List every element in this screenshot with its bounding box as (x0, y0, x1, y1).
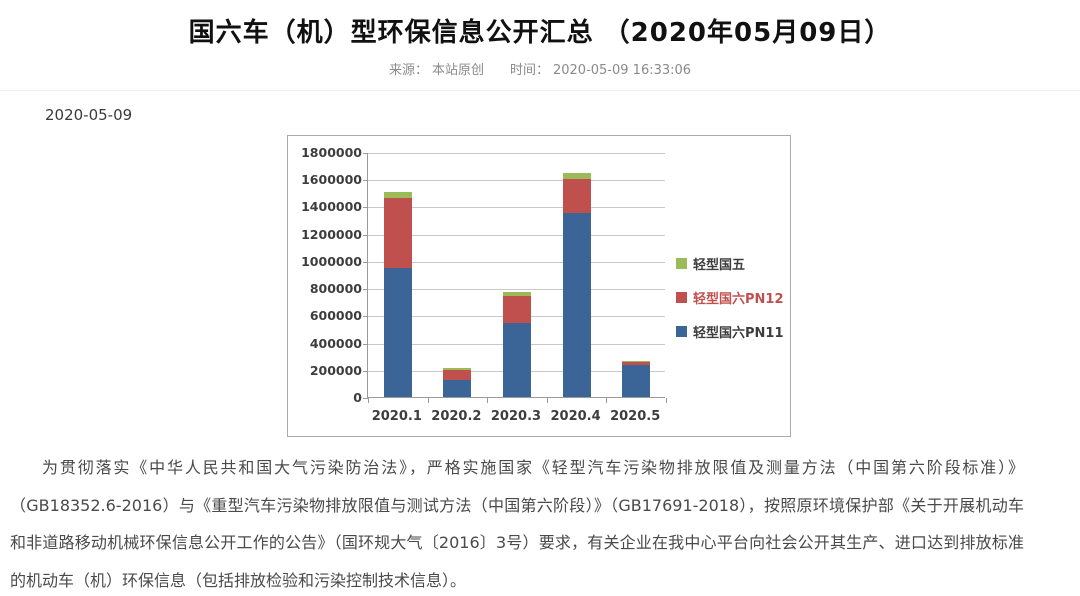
bar-segment (562, 172, 591, 180)
bar-segment (383, 267, 412, 397)
gridline (368, 207, 665, 209)
x-axis-tick (666, 398, 667, 403)
bar-segment (383, 192, 412, 199)
header-divider (0, 90, 1080, 91)
y-axis-tick (363, 234, 368, 236)
bar-segment (443, 380, 472, 397)
bar-segment (562, 179, 591, 213)
x-axis-label: 2020.3 (490, 409, 542, 424)
bar-segment (503, 322, 531, 397)
time-value: 2020-05-09 16:33:06 (552, 63, 692, 78)
bar-stack-2020.2 (443, 152, 472, 397)
y-axis-label: 200000 (309, 362, 362, 378)
bar-segment (443, 368, 472, 371)
x-axis-label: 2020.1 (371, 409, 422, 424)
legend-item: 轻型国六PN12 (676, 280, 784, 314)
bar-segment (622, 361, 651, 366)
bar-segment (443, 370, 472, 380)
x-axis-tick (427, 398, 429, 403)
legend-swatch-icon (676, 257, 687, 269)
legend-label: 轻型国六PN12 (693, 291, 784, 307)
time-label: 时间： (509, 63, 549, 78)
bar-stack-2020.5 (622, 152, 651, 397)
body-paragraph: 为贯彻落实《中华人民共和国大气污染防治法》，严格实施国家《轻型汽车污染物排放限值… (10, 458, 1024, 590)
y-axis-label: 1600000 (301, 172, 362, 188)
y-axis-tick (363, 153, 368, 154)
y-axis-tick (363, 343, 368, 345)
gridline (368, 180, 665, 182)
source-value: 本站原创 (431, 63, 484, 78)
legend-swatch-icon (676, 325, 687, 337)
y-axis-tick (363, 261, 368, 263)
y-axis-label: 1800000 (301, 145, 362, 160)
gridline (368, 289, 665, 291)
y-axis-label: 800000 (309, 281, 362, 297)
x-axis-tick (487, 398, 489, 403)
bar-stack-2020.4 (562, 152, 591, 397)
bar-segment (622, 365, 651, 397)
legend-label: 轻型国六PN11 (693, 325, 784, 341)
bar-segment (503, 296, 531, 323)
y-axis-label: 600000 (309, 308, 362, 324)
y-axis-tick (363, 180, 368, 182)
plot-area (363, 152, 667, 403)
x-axis-tick (368, 398, 369, 403)
gridline (368, 261, 665, 263)
y-axis-tick (363, 207, 368, 209)
legend-item: 轻型国五 (676, 246, 784, 280)
y-axis-tick (363, 370, 368, 372)
legend-label: 轻型国五 (693, 257, 746, 273)
legend-item: 轻型国六PN11 (676, 314, 784, 348)
y-axis-label: 1400000 (301, 199, 362, 215)
x-axis-label: 2020.5 (610, 409, 661, 424)
chart-legend: 轻型国五轻型国六PN12 轻型国六PN11 (676, 246, 784, 348)
gridline (368, 234, 665, 236)
page-title: 国六车（机）型环保信息公开汇总 （2020年05月09日） (188, 18, 892, 48)
bar-segment (562, 212, 591, 397)
y-axis-tick (363, 289, 368, 291)
y-axis-tick (363, 316, 368, 318)
bar-segment (503, 292, 531, 297)
y-axis-label: 400000 (309, 335, 362, 351)
legend-swatch-icon (676, 291, 687, 303)
x-axis-tick (546, 398, 548, 403)
page-header: 国六车（机）型环保信息公开汇总 （2020年05月09日） 来源： 本站原创 时间：… (0, 0, 1080, 91)
article-meta: 来源： 本站原创 时间： 2020-05-09 16:33:06 (0, 59, 1080, 78)
article-date: 2020-05-09 (45, 106, 133, 124)
y-axis-tick (363, 398, 368, 399)
stacked-bar-chart: 0 200000 400000 600000 800000 1000000 1200000 1… (287, 135, 791, 437)
gridline (368, 153, 665, 154)
x-axis-label: 2020.4 (550, 409, 601, 424)
y-axis-label: 0 (353, 390, 362, 405)
x-axis-label: 2020.2 (431, 409, 482, 424)
bar-stack-2020.1 (383, 152, 412, 397)
bar-segment (622, 360, 651, 362)
y-axis-label: 1000000 (301, 253, 362, 269)
y-axis-label: 1200000 (301, 226, 362, 242)
source-label: 来源： (388, 63, 428, 78)
x-axis-tick (606, 398, 608, 403)
bar-segment (383, 198, 412, 268)
bar-stack-2020.3 (503, 152, 531, 397)
